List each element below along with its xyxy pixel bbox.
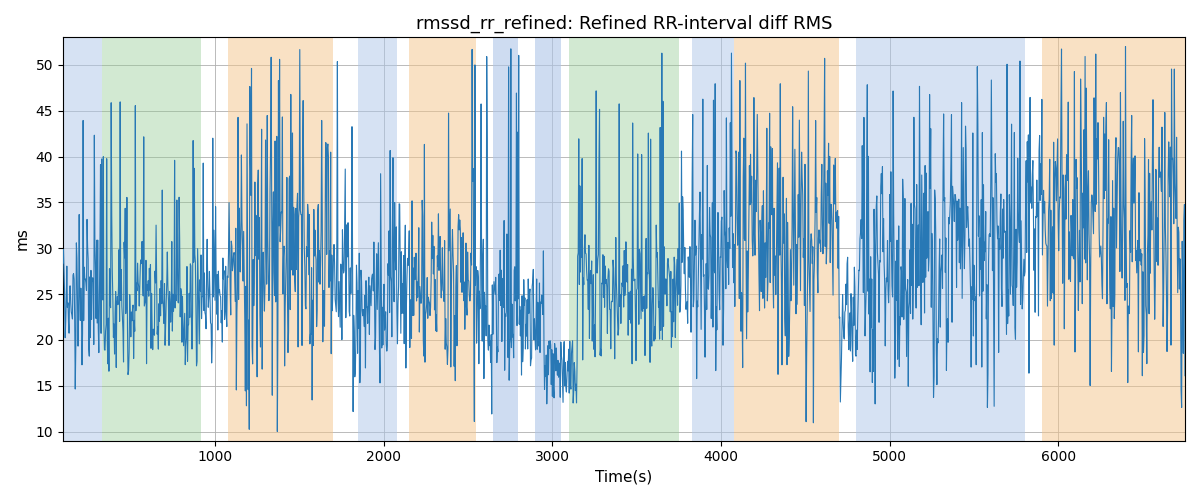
Bar (569, 38, 679, 440)
Bar (1042, 38, 1186, 440)
Bar (409, 38, 476, 440)
Bar (856, 38, 1025, 440)
Bar (228, 38, 332, 440)
X-axis label: Time(s): Time(s) (595, 470, 653, 485)
Bar (692, 38, 734, 440)
Bar (358, 38, 397, 440)
Bar (535, 38, 560, 440)
Bar (493, 38, 518, 440)
Title: rmssd_rr_refined: Refined RR-interval diff RMS: rmssd_rr_refined: Refined RR-interval di… (415, 15, 833, 34)
Bar (734, 38, 839, 440)
Bar (62, 38, 102, 440)
Y-axis label: ms: ms (16, 228, 30, 250)
Bar (102, 38, 202, 440)
